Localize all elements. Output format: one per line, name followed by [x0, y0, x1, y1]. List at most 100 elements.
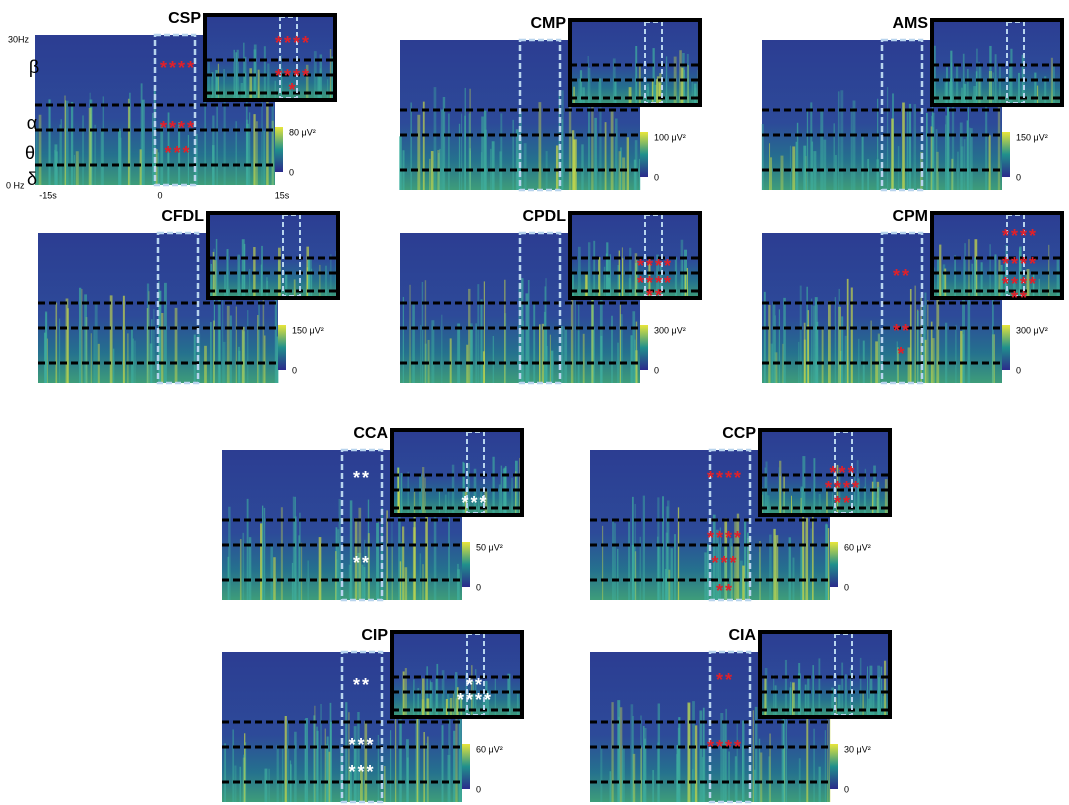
colorbar	[1002, 325, 1010, 370]
colorbar-max: 300 μV²	[654, 325, 686, 335]
colorbar-max: 80 μV²	[289, 127, 316, 137]
significance-stars: ****	[275, 66, 311, 86]
band-label: θ	[25, 143, 35, 163]
panel-title: CMP	[530, 15, 566, 32]
axis-labels: 30Hz 0 Hz β αθδ-15s 0 15s	[6, 34, 290, 200]
significance-stars: ****	[1002, 226, 1038, 246]
spectrogram-panel: CMP 100 μV² 0	[399, 15, 702, 192]
significance-stars: ***	[348, 735, 375, 755]
colorbar	[462, 542, 470, 587]
time-label: 15s	[275, 190, 290, 200]
stimulus-window	[156, 231, 200, 385]
inset-spectrogram	[932, 213, 1062, 298]
panel-title: AMS	[892, 15, 928, 32]
freq-top: 30Hz	[8, 34, 30, 44]
stimulus-window	[153, 33, 197, 187]
significance-stars: ****	[637, 256, 673, 276]
time-label: -15s	[39, 190, 57, 200]
significance-stars: **	[1011, 288, 1029, 308]
panel-title: CPM	[892, 208, 928, 225]
stimulus-window	[708, 448, 752, 602]
inset-border	[930, 211, 1064, 300]
significance-stars: *	[288, 80, 297, 100]
significance-stars: ****	[707, 528, 743, 548]
colorbar-min: 0	[844, 582, 849, 592]
colorbar-min: 0	[654, 172, 659, 182]
colorbar-max: 50 μV²	[476, 542, 503, 552]
band-label: α	[27, 113, 37, 133]
colorbar-max: 150 μV²	[292, 325, 324, 335]
significance-stars: **	[353, 675, 371, 695]
significance-stars: **	[834, 493, 852, 513]
colorbar-min: 0	[844, 784, 849, 794]
stimulus-window	[518, 231, 562, 385]
stimulus-window	[518, 38, 562, 192]
significance-stars: **	[716, 670, 734, 690]
significance-stars: ****	[160, 58, 196, 78]
inset-spectrogram	[760, 430, 890, 515]
significance-stars: ***	[829, 463, 856, 483]
significance-stars: **	[716, 581, 734, 601]
colorbar-max: 300 μV²	[1016, 325, 1048, 335]
stimulus-window	[708, 650, 752, 804]
inset-border	[930, 18, 1064, 107]
significance-stars: ****	[160, 118, 196, 138]
colorbar	[640, 325, 648, 370]
colorbar-max: 30 μV²	[844, 744, 871, 754]
inset-spectrogram	[208, 213, 338, 298]
band-label: δ	[27, 169, 37, 189]
inset-border	[206, 211, 340, 300]
inset-spectrogram	[205, 15, 335, 100]
stimulus-window	[880, 38, 924, 192]
colorbar-min: 0	[654, 365, 659, 375]
band-label: β	[29, 57, 39, 77]
significance-stars: ****	[707, 468, 743, 488]
significance-stars: **	[466, 675, 484, 695]
significance-stars: ****	[707, 737, 743, 757]
spectrogram-panel: AMS 150 μV² 0	[761, 15, 1064, 192]
significance-stars: ****	[637, 273, 673, 293]
inset-border	[568, 18, 702, 107]
freq-bottom: 0 Hz	[6, 180, 25, 190]
significance-stars: ***	[164, 143, 191, 163]
significance-stars: ***	[711, 553, 738, 573]
colorbar	[640, 132, 648, 177]
significance-stars: ****	[1002, 274, 1038, 294]
colorbar-min: 0	[476, 582, 481, 592]
significance-stars: ****	[1002, 254, 1038, 274]
colorbar-max: 60 μV²	[476, 744, 503, 754]
panel-title: CFDL	[161, 208, 204, 225]
significance-stars: *	[897, 344, 906, 364]
panel-title: CIP	[361, 627, 388, 644]
colorbar	[830, 744, 838, 789]
panel-title: CIA	[728, 627, 756, 644]
colorbar-max: 150 μV²	[1016, 132, 1048, 142]
colorbar	[275, 127, 283, 172]
significance-stars: ****	[825, 478, 861, 498]
inset-border	[390, 630, 524, 719]
significance-stars: ***	[461, 493, 488, 513]
inset-spectrogram	[570, 20, 700, 105]
significance-stars: ***	[348, 762, 375, 782]
panel-title: CCP	[722, 425, 756, 442]
colorbar-min: 0	[476, 784, 481, 794]
significance-stars: ****	[275, 33, 311, 53]
panel-title: CSP	[168, 10, 201, 27]
significance-stars: **	[646, 286, 664, 306]
significance-stars: **	[353, 468, 371, 488]
inset-spectrogram	[760, 632, 890, 717]
inset-spectrogram	[392, 430, 522, 515]
inset-border	[568, 211, 702, 300]
spectrogram-panel: CFDL 150 μV² 0	[38, 208, 340, 385]
inset-border	[758, 630, 892, 719]
colorbar-min: 0	[1016, 172, 1021, 182]
stimulus-window	[340, 650, 384, 804]
colorbar-max: 60 μV²	[844, 542, 871, 552]
stimulus-window	[880, 231, 924, 385]
inset-border	[203, 13, 337, 102]
